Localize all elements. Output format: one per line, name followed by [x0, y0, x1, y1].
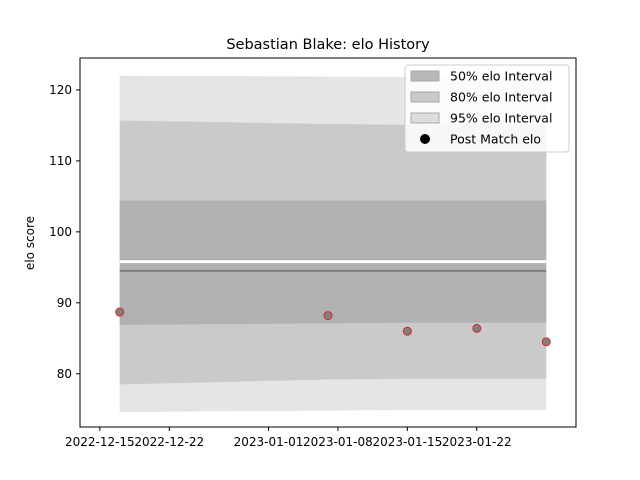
y-axis-label: elo score — [23, 216, 37, 270]
legend-label: 80% elo Interval — [450, 90, 552, 105]
x-tick-label: 2023-01-15 — [372, 435, 442, 449]
y-tick-label: 100 — [49, 225, 72, 239]
legend-box — [404, 64, 570, 153]
legend-swatch — [410, 112, 440, 124]
chart-title: Sebastian Blake: elo History — [226, 37, 430, 53]
post-match-point — [472, 323, 482, 333]
y-tick-label: 80 — [57, 367, 72, 381]
legend-label: 50% elo Interval — [450, 69, 552, 84]
plot-frame — [79, 57, 577, 428]
post-match-point — [541, 337, 551, 347]
legend-swatch — [410, 70, 440, 82]
post-match-point — [402, 326, 412, 336]
x-tick-label: 2023-01-08 — [303, 435, 373, 449]
legend-label: 95% elo Interval — [450, 111, 552, 126]
x-tick-label: 2022-12-22 — [134, 435, 204, 449]
y-tick-label: 110 — [49, 154, 72, 168]
x-tick-label: 2023-01-22 — [442, 435, 512, 449]
legend-marker — [420, 134, 430, 144]
post-match-point — [115, 307, 125, 317]
x-tick-label: 2022-12-15 — [65, 435, 135, 449]
legend-swatch — [410, 91, 440, 103]
legend-label: Post Match elo — [450, 132, 541, 147]
post-match-point — [323, 311, 333, 321]
y-tick-label: 120 — [49, 83, 72, 97]
y-tick-label: 90 — [57, 296, 72, 310]
x-tick-label: 2023-01-01 — [234, 435, 304, 449]
legend: 50% elo Interval 80% elo Interval 95% elo … — [404, 64, 570, 153]
band-gap — [119, 260, 547, 264]
